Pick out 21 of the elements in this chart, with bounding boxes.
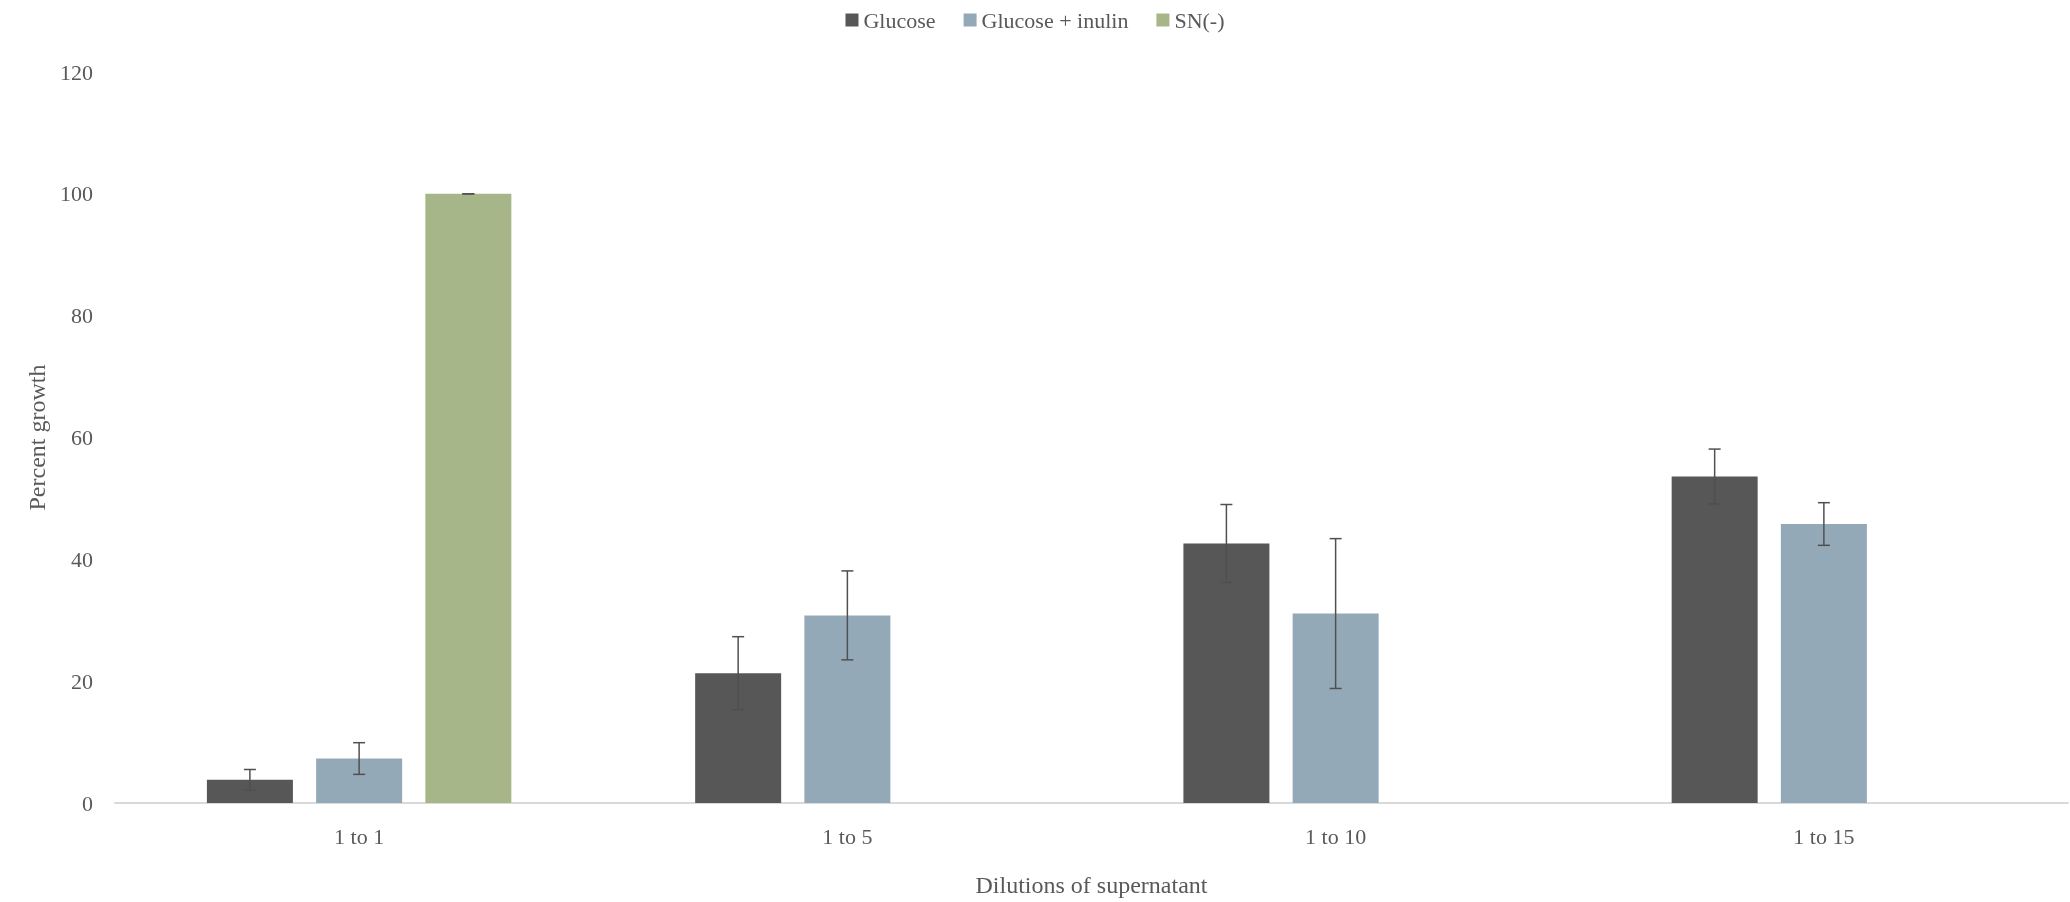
- legend-label: Glucose + inulin: [981, 7, 1129, 33]
- bar: [425, 193, 512, 803]
- bar: [1780, 524, 1867, 803]
- bar: [1292, 613, 1379, 803]
- y-tick-label: 100: [60, 181, 93, 207]
- y-axis-title: Percent growth: [24, 364, 51, 511]
- x-tick-label: 1 to 15: [1793, 823, 1855, 849]
- x-tick-label: 1 to 10: [1305, 823, 1367, 849]
- y-tick-label: 60: [71, 425, 93, 450]
- y-tick-label: 0: [82, 790, 93, 816]
- y-tick-label: 20: [71, 668, 93, 694]
- bar: [316, 758, 403, 803]
- x-tick-label: 1 to 5: [822, 823, 873, 849]
- x-axis-title: Dilutions of supernatant: [975, 872, 1208, 898]
- legend-label: Glucose: [863, 7, 936, 33]
- y-tick-label: 80: [71, 303, 93, 329]
- legend-label: SN(-): [1174, 7, 1225, 33]
- y-tick-label: 120: [60, 59, 93, 85]
- bar: [804, 615, 891, 803]
- y-tick-label: 40: [71, 546, 93, 572]
- x-tick-label: 1 to 1: [334, 823, 385, 849]
